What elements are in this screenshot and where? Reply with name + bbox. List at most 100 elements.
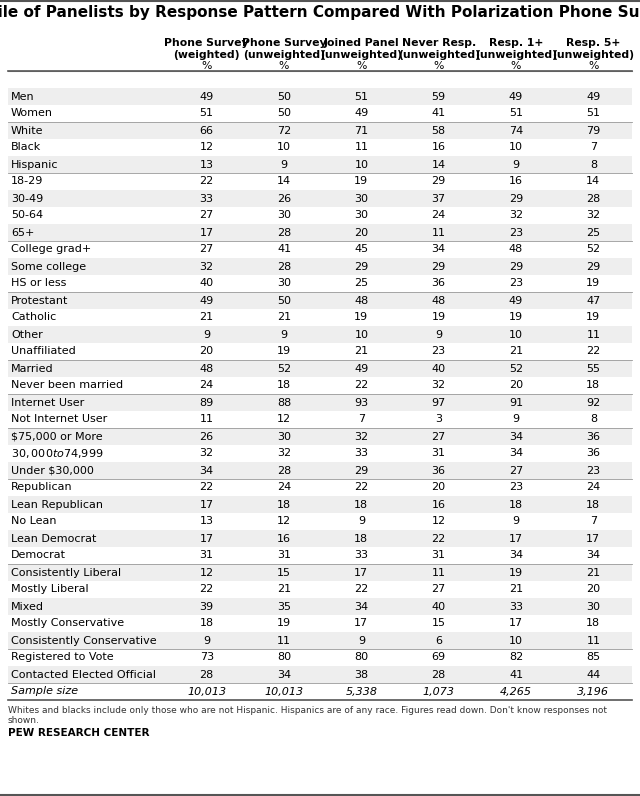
Text: 50-64: 50-64: [11, 210, 43, 220]
Text: Consistently Liberal: Consistently Liberal: [11, 568, 121, 578]
Text: 14: 14: [277, 177, 291, 186]
Text: 9: 9: [203, 635, 210, 646]
Text: 24: 24: [277, 482, 291, 493]
Bar: [8, 564, 632, 581]
Text: 36: 36: [431, 279, 445, 288]
Text: %: %: [511, 61, 521, 71]
Text: Phone Survey: Phone Survey: [164, 38, 249, 48]
Text: %: %: [202, 61, 212, 71]
Text: Lean Democrat: Lean Democrat: [11, 533, 97, 544]
Text: 27: 27: [431, 431, 446, 442]
Text: 17: 17: [355, 568, 369, 578]
Text: 79: 79: [586, 126, 600, 135]
Text: 37: 37: [431, 193, 445, 204]
Text: 41: 41: [431, 108, 445, 119]
Bar: [8, 275, 632, 292]
Text: Women: Women: [11, 108, 53, 119]
Text: 32: 32: [200, 448, 214, 458]
Text: 47: 47: [586, 295, 600, 306]
Text: 66: 66: [200, 126, 214, 135]
Text: 9: 9: [358, 635, 365, 646]
Text: Protestant: Protestant: [11, 295, 68, 306]
Text: 40: 40: [431, 602, 445, 611]
Text: 10: 10: [355, 330, 369, 340]
Text: 10: 10: [509, 330, 523, 340]
Text: 19: 19: [586, 313, 600, 322]
Text: 16: 16: [431, 500, 445, 509]
Text: 49: 49: [586, 92, 600, 102]
Text: 32: 32: [509, 210, 523, 220]
Text: 10,013: 10,013: [264, 686, 303, 696]
Text: 44: 44: [586, 669, 600, 680]
Text: PEW RESEARCH CENTER: PEW RESEARCH CENTER: [8, 728, 150, 738]
Text: 21: 21: [200, 313, 214, 322]
Text: Other: Other: [11, 330, 43, 340]
Text: 52: 52: [586, 244, 600, 255]
Text: 49: 49: [354, 364, 369, 373]
Text: 20: 20: [586, 584, 600, 595]
Text: 6: 6: [435, 635, 442, 646]
Bar: [8, 190, 632, 207]
Text: 29: 29: [431, 177, 446, 186]
Text: Catholic: Catholic: [11, 313, 56, 322]
Bar: [8, 496, 632, 513]
Text: %: %: [279, 61, 289, 71]
Text: 22: 22: [354, 584, 369, 595]
Bar: [8, 241, 632, 258]
Text: (unweighted): (unweighted): [243, 50, 325, 60]
Text: 9: 9: [358, 517, 365, 526]
Text: Black: Black: [11, 142, 41, 153]
Text: 22: 22: [200, 177, 214, 186]
Text: College grad+: College grad+: [11, 244, 92, 255]
Text: 69: 69: [431, 653, 445, 662]
Text: Men: Men: [11, 92, 35, 102]
Text: 12: 12: [200, 142, 214, 153]
Text: 19: 19: [355, 313, 369, 322]
Text: 51: 51: [509, 108, 523, 119]
Text: 22: 22: [354, 482, 369, 493]
Text: 7: 7: [358, 415, 365, 424]
Text: 34: 34: [509, 551, 523, 560]
Text: 18: 18: [277, 500, 291, 509]
Text: 21: 21: [277, 313, 291, 322]
Text: 17: 17: [200, 500, 214, 509]
Text: 16: 16: [509, 177, 523, 186]
Text: 80: 80: [355, 653, 369, 662]
Text: (weighted): (weighted): [173, 50, 240, 60]
Bar: [8, 326, 632, 343]
Text: 51: 51: [200, 108, 214, 119]
Text: 24: 24: [586, 482, 600, 493]
Text: 11: 11: [431, 568, 445, 578]
Bar: [8, 428, 632, 445]
Text: 20: 20: [431, 482, 445, 493]
Bar: [8, 343, 632, 360]
Text: Phone Survey: Phone Survey: [242, 38, 326, 48]
Text: 18: 18: [586, 618, 600, 629]
Text: 29: 29: [509, 262, 523, 271]
Text: 30: 30: [277, 279, 291, 288]
Text: Lean Republican: Lean Republican: [11, 500, 103, 509]
Text: 17: 17: [200, 228, 214, 237]
Text: %: %: [433, 61, 444, 71]
Text: 52: 52: [509, 364, 523, 373]
Text: 18: 18: [200, 618, 214, 629]
Text: Resp. 5+: Resp. 5+: [566, 38, 621, 48]
Text: 19: 19: [509, 568, 523, 578]
Text: 12: 12: [277, 415, 291, 424]
Text: 33: 33: [355, 551, 369, 560]
Text: 40: 40: [200, 279, 214, 288]
Text: Democrat: Democrat: [11, 551, 66, 560]
Text: Unaffiliated: Unaffiliated: [11, 346, 76, 357]
Text: 27: 27: [509, 466, 523, 475]
Text: 26: 26: [200, 431, 214, 442]
Text: 31: 31: [431, 551, 445, 560]
Text: 49: 49: [354, 108, 369, 119]
Text: 3,196: 3,196: [577, 686, 609, 696]
Text: 34: 34: [200, 466, 214, 475]
Text: 12: 12: [200, 568, 214, 578]
Bar: [8, 598, 632, 615]
Text: 10: 10: [355, 159, 369, 170]
Text: 25: 25: [355, 279, 369, 288]
Bar: [8, 513, 632, 530]
Text: 32: 32: [200, 262, 214, 271]
